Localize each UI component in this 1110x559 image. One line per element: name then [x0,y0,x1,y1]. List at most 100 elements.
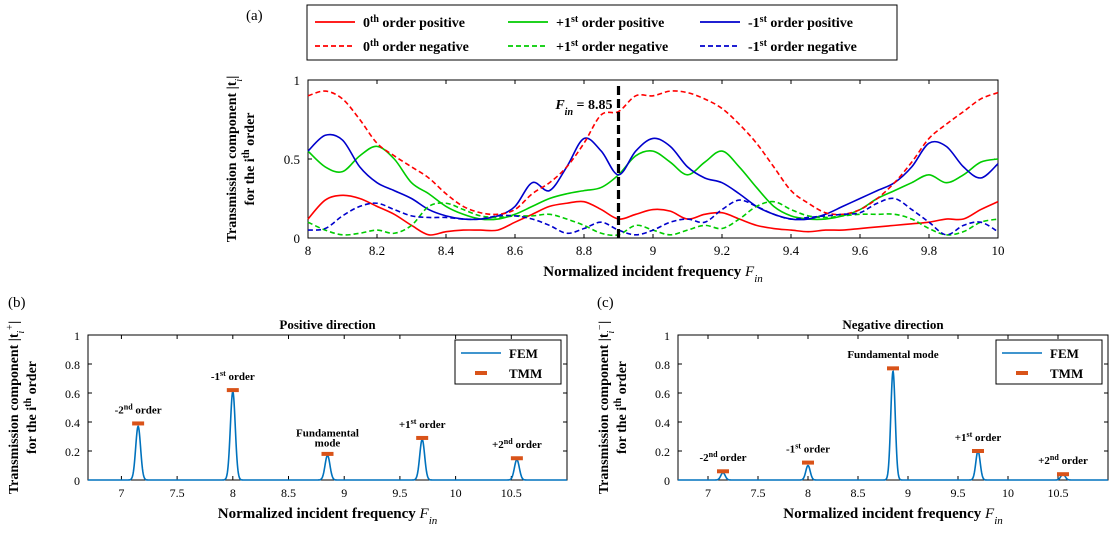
peak-annotation-rest: order [972,432,1001,444]
peak-annotation: +1st order [955,429,1002,444]
x-tick-label: 10 [1002,486,1014,500]
legend-label: +1st order positive [556,14,664,32]
plot-frame [87,334,568,481]
peak-annotation-sup: st [411,416,417,425]
y-axis-label-line2: for the ith order [613,361,631,454]
y-tick-label: 1 [664,329,670,343]
y-label-sub: i [234,79,245,82]
x-axis-label-main: Normalized incident frequency [783,506,985,522]
tmm-marker [1057,472,1069,477]
panel-1: (b) 7 7.5 8 8.5 9 9.5 10 10.5 0 0.2 0.4 0.6 0.8 1 Norma… [5,295,568,527]
tmm-marker [416,435,429,440]
peak-annotation-sup: nd [504,437,513,446]
y-axis-label-line1: Transmission component |ti+| [5,321,27,494]
peak-annotation-main: -2 [699,452,709,464]
y-tick-label: 0.6 [655,387,670,401]
peak-annotation-sup: st [795,441,801,450]
tmm-marker [887,366,899,371]
legend: FEM TMM [995,339,1103,385]
legend-main: -1 [748,16,760,31]
chart-title: Negative direction [842,317,944,332]
y-tick-label: 0.8 [655,358,670,372]
peak-annotation-rest: order [226,371,255,383]
peak-annotation-sup: nd [709,450,718,459]
tmm-marker [510,456,523,461]
x-axis-label-var: F [744,264,755,280]
tmm-marker [321,451,334,456]
panel-label: (b) [8,295,26,311]
plot-frame [677,334,1109,481]
x-axis-label-var: F [419,506,430,522]
legend-rest: order negative [379,40,469,55]
y-label-sub: i [16,330,27,333]
x-tick-label: 7.5 [170,486,185,500]
legend-sup: th [370,14,379,25]
peak-annotation-rest: order [416,419,445,431]
peak-annotation: -1st order [211,368,255,383]
y-label2-sup: th [241,149,252,158]
legend-rest: order positive [379,16,465,31]
y-tick-label: 0.5 [284,152,300,167]
legend-rest: order negative [578,40,668,55]
y-label2-sup: th [613,397,624,406]
y-label-sup: − [595,324,606,331]
legend: 0th order positive +1st order positive -1s… [306,4,898,61]
peak-annotation: -2nd order [699,450,746,465]
peak-annotation-main: mode [315,438,341,450]
x-tick-label: 7 [705,486,711,500]
legend-sup: th [370,38,379,49]
legend-sup: st [760,38,768,49]
annotation-var: F [554,98,565,113]
plot-frame [307,79,999,239]
y-axis-label-line2: for the ith order [241,112,259,205]
peak-annotation-sup: nd [1050,453,1059,462]
peak-annotation: Fundamental [296,428,359,440]
y-label-end: | [225,76,240,79]
x-tick-label: 8 [305,243,312,258]
peak-annotation-main: -1 [211,371,220,383]
peak-annotation-sup: st [220,368,226,377]
peak-annotation: +1st order [399,416,446,431]
y-tick-label: 0.4 [655,416,670,430]
x-axis-label: Normalized incident frequency Fin [783,506,1003,527]
y-label2-main: for the i [243,158,258,205]
y-tick-label: 0 [294,231,301,246]
legend-label: 0th order negative [363,38,469,56]
y-tick-label: 1 [294,73,301,88]
x-tick-label: 9 [341,486,347,500]
peak-annotation: mode [315,438,341,450]
peak-annotation-main: Fundamental [296,428,359,440]
peak-annotation-main: +2 [492,439,504,451]
series-line [307,197,999,236]
legend-box [454,339,562,385]
y-label2-end: order [615,361,630,398]
y-axis-label-line2: for the ith order [23,361,41,454]
y-tick-label: 0.4 [65,416,80,430]
x-tick-label: 8.8 [576,243,592,258]
x-tick-label: 8 [805,486,811,500]
annotation-rest: = 8.85 [573,98,612,113]
peak-annotation: Fundamental mode [847,349,938,361]
y-tick-label: 0 [74,474,80,488]
legend-label: +1st order negative [556,38,668,56]
legend-sup: st [571,38,579,49]
legend-main: 0 [363,40,370,55]
tmm-marker [972,449,984,453]
x-tick-label: 10.5 [501,486,522,500]
tmm-marker [717,469,729,474]
legend-main: 0 [363,16,370,31]
peak-annotation-sup: nd [124,402,133,411]
y-tick-label: 0.2 [65,445,80,459]
x-tick-label: 9.6 [852,243,869,258]
legend-label-fem: FEM [1050,346,1079,361]
panel-0: (a) 8 8.2 8.4 8.6 8.8 9 9.2 9.4 9.6 9.8 10 0 0.5 1 Norm… [225,8,1005,285]
y-label2-end: order [243,112,258,149]
y-label-sup: + [5,324,16,331]
y-label-main: Transmission component |t [597,333,612,494]
x-axis-label-var: F [984,506,995,522]
y-label2-main: for the i [25,407,40,454]
peak-annotation-rest: order [513,439,542,451]
x-tick-label: 9.5 [951,486,966,500]
legend-label: -1st order negative [748,38,857,56]
